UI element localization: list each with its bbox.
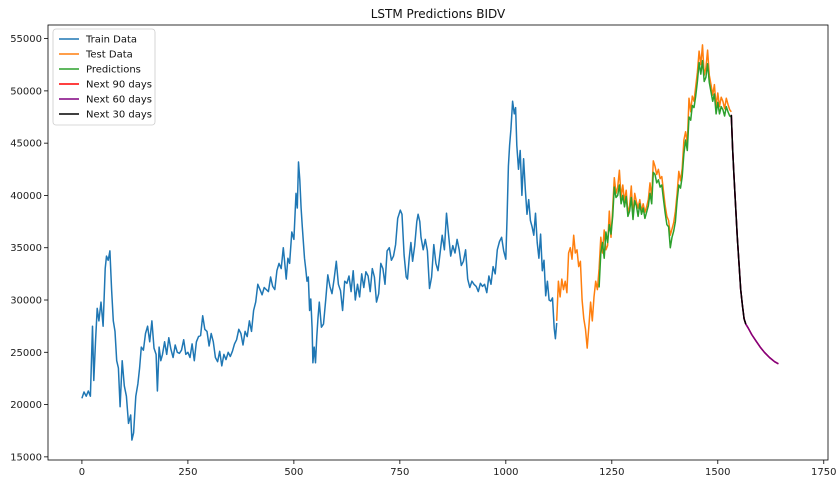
legend-label-2: Predictions <box>86 65 141 76</box>
y-axis: 15000 20000 25000 30000 35000 40000 45000 50000… <box>10 34 48 463</box>
x-tick-label-6: 1500 <box>705 467 730 478</box>
x-tick-label-4: 1000 <box>493 467 518 478</box>
legend-box <box>52 28 156 126</box>
plot-frame <box>47 24 829 461</box>
x-axis: 0 250 500 750 1000 1250 1500 1750 <box>79 460 836 478</box>
legend-label-4: Next 60 days <box>86 95 152 106</box>
series-layer <box>81 44 779 441</box>
series-line-2 <box>598 59 732 288</box>
legend-label-1: Test Data <box>85 50 133 61</box>
legend-label-3: Next 90 days <box>86 80 152 91</box>
series-line-0 <box>81 100 558 441</box>
chart-title: LSTM Predictions BIDV <box>371 7 506 21</box>
x-tick-label-3: 750 <box>390 467 409 478</box>
x-tick-label-0: 0 <box>79 467 85 478</box>
series-line-4 <box>730 114 779 365</box>
y-tick-label-4: 35000 <box>10 243 42 254</box>
legend: Train Data Test Data Predictions Next 90 da… <box>52 28 156 126</box>
x-tick-label-1: 250 <box>178 467 197 478</box>
y-tick-label-0: 15000 <box>10 452 42 463</box>
series-line-5 <box>730 114 747 325</box>
x-tick-label-5: 1250 <box>599 467 624 478</box>
legend-label-0: Train Data <box>85 35 137 46</box>
y-tick-label-5: 40000 <box>10 191 42 202</box>
series-line-3 <box>730 114 779 365</box>
y-tick-label-7: 50000 <box>10 86 42 97</box>
y-tick-label-2: 25000 <box>10 348 42 359</box>
x-tick-label-7: 1750 <box>811 467 836 478</box>
x-tick-label-2: 500 <box>284 467 303 478</box>
y-tick-label-3: 30000 <box>10 296 42 307</box>
legend-label-5: Next 30 days <box>86 110 152 121</box>
series-line-1 <box>555 44 732 349</box>
y-tick-label-1: 20000 <box>10 400 42 411</box>
y-tick-label-8: 55000 <box>10 34 42 45</box>
y-tick-label-6: 45000 <box>10 139 42 150</box>
